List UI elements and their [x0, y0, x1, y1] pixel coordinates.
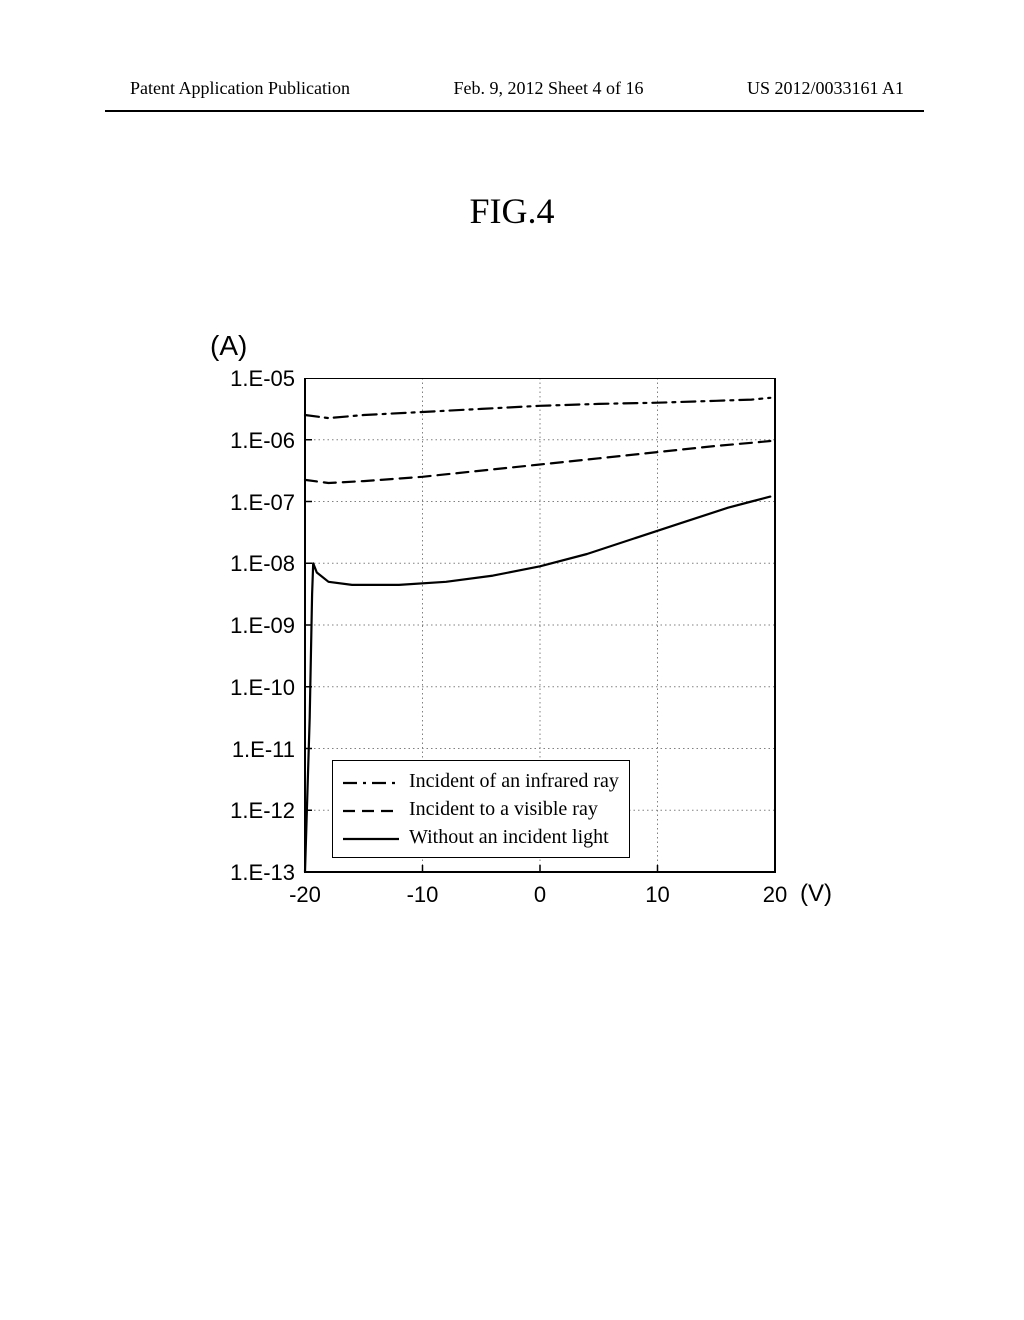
- y-tick-label: 1.E-07: [200, 490, 295, 516]
- x-tick-label: -10: [393, 882, 453, 908]
- chart-legend: Incident of an infrared rayIncident to a…: [332, 760, 630, 858]
- x-tick-label: 10: [628, 882, 688, 908]
- header-date-sheet: Feb. 9, 2012 Sheet 4 of 16: [453, 78, 643, 99]
- chart-container: 1.E-051.E-061.E-071.E-081.E-091.E-101.E-…: [200, 378, 780, 908]
- x-tick-label: 20: [745, 882, 805, 908]
- y-tick-label: 1.E-10: [200, 675, 295, 701]
- y-tick-label: 1.E-12: [200, 798, 295, 824]
- page-header: Patent Application Publication Feb. 9, 2…: [0, 78, 1024, 99]
- legend-swatch: [341, 800, 401, 818]
- header-rule: [105, 110, 924, 112]
- header-publication-number: US 2012/0033161 A1: [747, 78, 904, 99]
- figure-title: FIG.4: [0, 190, 1024, 232]
- x-tick-label: -20: [275, 882, 335, 908]
- x-tick-label: 0: [510, 882, 570, 908]
- legend-swatch: [341, 828, 401, 846]
- y-tick-label: 1.E-08: [200, 551, 295, 577]
- legend-label: Incident to a visible ray: [409, 795, 598, 823]
- y-tick-label: 1.E-05: [200, 366, 295, 392]
- x-axis-unit: (V): [800, 880, 832, 908]
- y-tick-label: 1.E-09: [200, 613, 295, 639]
- legend-row: Incident to a visible ray: [341, 795, 619, 823]
- legend-label: Incident of an infrared ray: [409, 767, 619, 795]
- y-tick-label: 1.E-11: [200, 737, 295, 763]
- legend-row: Without an incident light: [341, 823, 619, 851]
- legend-label: Without an incident light: [409, 823, 609, 851]
- y-axis-title: (A): [210, 330, 247, 362]
- legend-row: Incident of an infrared ray: [341, 767, 619, 795]
- header-publication-type: Patent Application Publication: [130, 78, 350, 99]
- legend-swatch: [341, 772, 401, 790]
- y-tick-label: 1.E-06: [200, 428, 295, 454]
